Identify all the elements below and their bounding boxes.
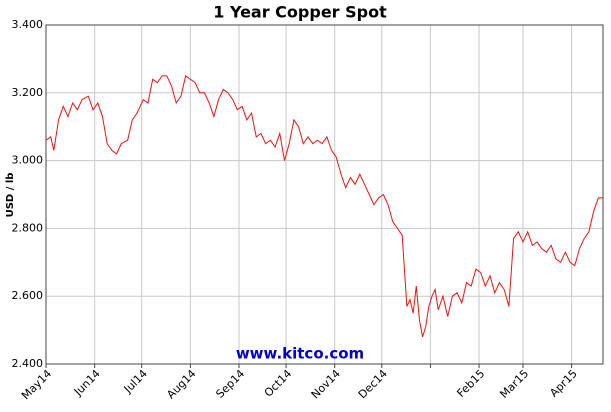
source-annotation: www.kitco.com xyxy=(236,345,364,363)
grid xyxy=(45,24,603,365)
y-axis-label: USD / lb xyxy=(5,173,16,218)
x-tick-label: Dec14 xyxy=(356,367,390,401)
x-tick-label: May14 xyxy=(19,367,54,402)
y-tick-label: 3.200 xyxy=(12,86,44,99)
chart-title: 1 Year Copper Spot xyxy=(213,3,387,22)
x-tick-label: Feb15 xyxy=(454,367,487,400)
y-tick-label: 2.400 xyxy=(12,357,44,370)
y-tick-label: 3.400 xyxy=(12,18,44,31)
y-tick-label: 3.000 xyxy=(12,154,44,167)
plot-frame xyxy=(45,24,604,365)
y-tick-label: 2.600 xyxy=(12,289,44,302)
y-tick-label: 2.800 xyxy=(12,221,44,234)
x-tick-label: Aug14 xyxy=(164,367,198,401)
price-line xyxy=(45,75,603,338)
x-tick-label: Nov14 xyxy=(309,367,343,401)
x-tick-label: Jul14 xyxy=(121,367,150,396)
x-tick-label: Jun14 xyxy=(71,367,103,399)
x-tick-label: Apr15 xyxy=(547,367,580,400)
x-tick-label: Oct14 xyxy=(262,367,295,400)
x-tick-label: Sep14 xyxy=(213,367,247,401)
x-tick-label: Mar15 xyxy=(497,367,531,401)
